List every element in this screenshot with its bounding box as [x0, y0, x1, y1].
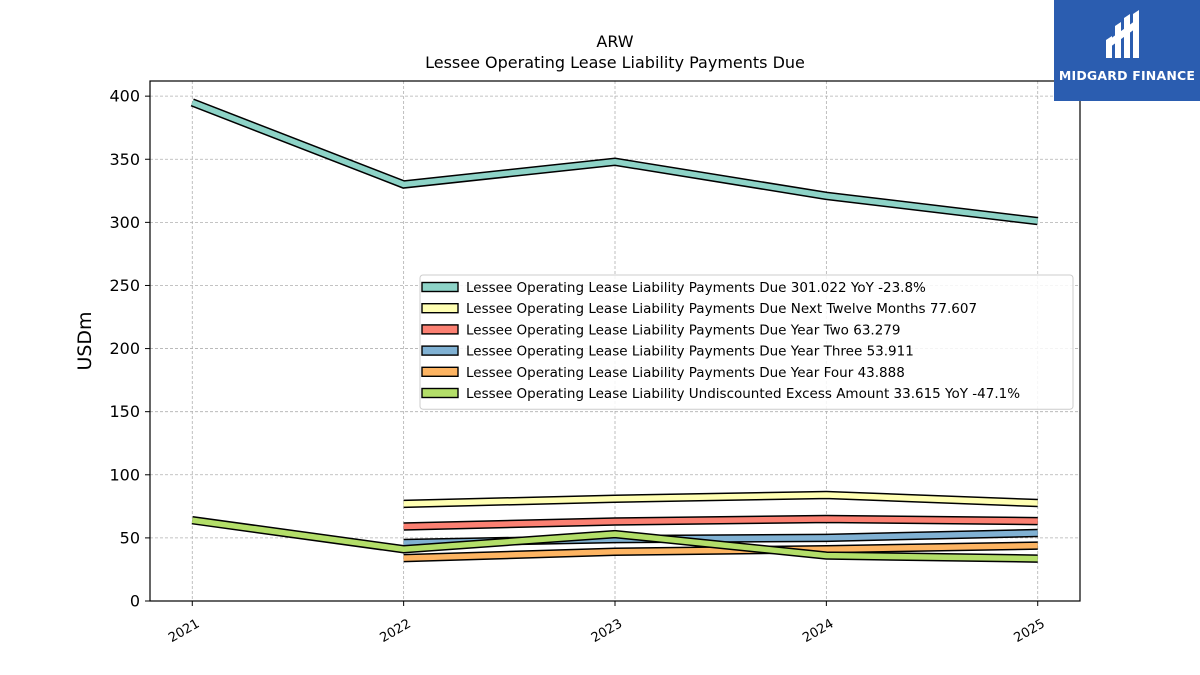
legend-entry: Lessee Operating Lease Liability Payment…	[466, 322, 900, 338]
series-fill	[403, 542, 1038, 561]
y-tick-label: 0	[130, 592, 140, 611]
series-line	[403, 490, 1038, 509]
x-tick-label: 2025	[1012, 616, 1048, 646]
y-tick-label: 300	[109, 213, 140, 232]
x-axis: 2021 2022 2023 2024 2025	[166, 601, 1048, 646]
series-fill	[403, 492, 1038, 507]
y-tick-label: 400	[109, 87, 140, 106]
series-line	[403, 541, 1038, 563]
chart-title: ARW	[596, 32, 633, 51]
y-tick-label: 350	[109, 150, 140, 169]
y-tick-label: 50	[120, 528, 140, 547]
y-tick-label: 100	[109, 465, 140, 484]
legend-swatch	[421, 281, 459, 293]
legend-swatch	[421, 324, 459, 335]
series-line	[403, 514, 1038, 531]
series-lines	[190, 98, 1039, 563]
series-line	[190, 98, 1039, 226]
series-fill	[191, 517, 1038, 562]
legend-entry: Lessee Operating Lease Liability Payment…	[466, 301, 977, 317]
logo-mark-icon	[1106, 10, 1139, 58]
legend-entry: Lessee Operating Lease Liability Payment…	[466, 280, 926, 296]
x-tick-label: 2023	[589, 616, 625, 646]
brand-name: MIDGARD FINANCE	[1058, 68, 1196, 83]
legend-swatch	[421, 366, 459, 377]
x-tick-label: 2024	[800, 616, 836, 646]
legend-swatch	[421, 303, 459, 314]
legend: Lessee Operating Lease Liability Payment…	[419, 274, 1074, 410]
series-fill	[191, 99, 1039, 224]
y-axis-label: USDm	[74, 311, 96, 370]
x-tick-label: 2022	[377, 616, 413, 646]
legend-entry: Lessee Operating Lease Liability Payment…	[466, 344, 914, 360]
series-fill	[403, 516, 1038, 530]
y-tick-label: 150	[109, 402, 140, 421]
y-axis: 0 50 100 150 200 250 300 350 400	[109, 87, 150, 611]
legend-swatch	[421, 345, 459, 356]
chart-subtitle: Lessee Operating Lease Liability Payment…	[425, 53, 805, 72]
legend-entry: Lessee Operating Lease Liability Payment…	[466, 365, 905, 381]
series-line	[191, 516, 1038, 563]
y-tick-label: 250	[109, 276, 140, 295]
y-tick-label: 200	[109, 339, 140, 358]
x-tick-label: 2021	[166, 616, 202, 646]
legend-entry: Lessee Operating Lease Liability Undisco…	[466, 386, 1020, 402]
legend-box	[419, 274, 1074, 410]
legend-swatch	[421, 387, 459, 399]
brand-logo: MIDGARD FINANCE	[1054, 0, 1200, 101]
